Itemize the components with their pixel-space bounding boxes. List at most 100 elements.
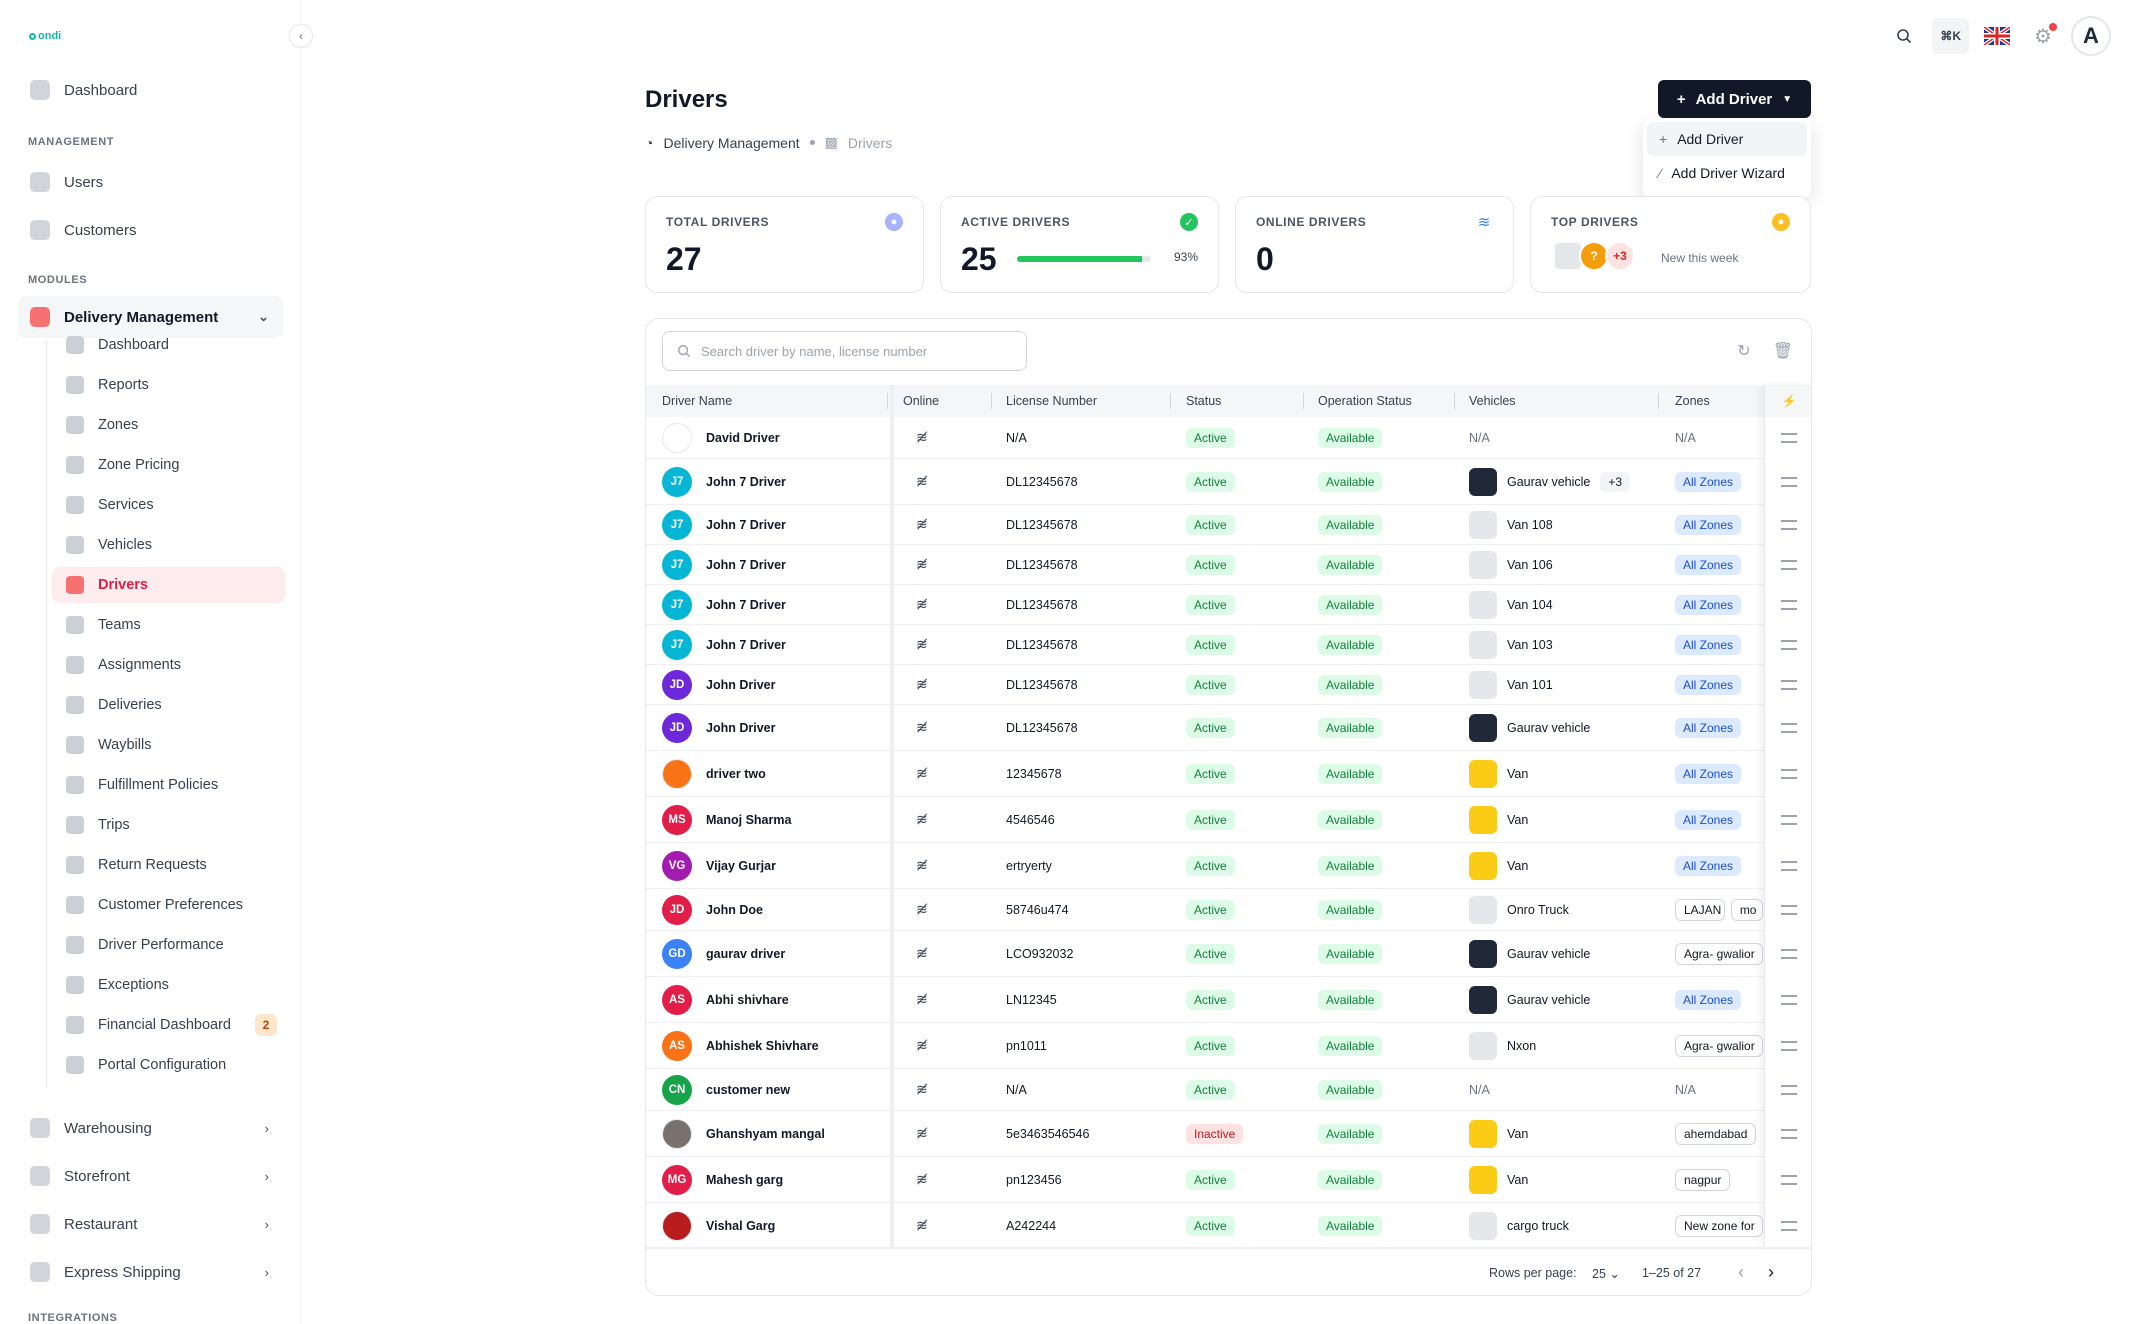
row-menu-icon[interactable] — [1781, 640, 1797, 650]
sidebar-subitem-dashboard[interactable]: Dashboard — [52, 327, 285, 363]
collapse-sidebar-button[interactable]: ‹ — [289, 24, 313, 48]
sidebar-subitem-reports[interactable]: Reports — [52, 367, 285, 403]
sidebar-subitem-vehicles[interactable]: Vehicles — [52, 527, 285, 563]
avatar[interactable]: ? — [1579, 241, 1609, 271]
vehicle-name[interactable]: Van — [1507, 766, 1529, 781]
table-row[interactable]: JD John Doe ≋̸ 58746u474 Active Available Onro… — [646, 889, 1811, 931]
driver-name[interactable]: gaurav driver — [706, 946, 786, 961]
vehicle-name[interactable]: N/A — [1469, 430, 1490, 445]
zone-badge[interactable]: All Zones — [1675, 674, 1742, 695]
zone-badge[interactable]: All Zones — [1675, 989, 1742, 1010]
table-row[interactable]: CN customer new ≋̸ N/A Active Available N/A N/A — [646, 1069, 1811, 1111]
zone-badge[interactable]: nagpur — [1675, 1168, 1731, 1191]
driver-name[interactable]: John 7 Driver — [706, 517, 786, 532]
row-menu-icon[interactable] — [1781, 1041, 1797, 1051]
vehicle-name[interactable]: Nxon — [1507, 1038, 1537, 1053]
vehicle-name[interactable]: Gaurav vehicle — [1507, 474, 1591, 489]
sidebar-subitem-drivers[interactable]: Drivers — [52, 567, 285, 603]
table-row[interactable]: AS Abhishek Shivhare ≋̸ pn1011 Active Availab… — [646, 1023, 1811, 1069]
zone-badge[interactable]: All Zones — [1675, 471, 1742, 492]
table-row[interactable]: J7 John 7 Driver ≋̸ DL12345678 Active Availab… — [646, 625, 1811, 665]
vehicle-name[interactable]: Van — [1507, 812, 1529, 827]
more-avatars[interactable]: +3 — [1605, 241, 1635, 271]
row-menu-icon[interactable] — [1781, 680, 1797, 690]
rows-per-page-select[interactable]: 25 ⌄ — [1592, 1266, 1620, 1281]
column-status[interactable]: Status — [1186, 394, 1222, 408]
zone-badge[interactable]: All Zones — [1675, 634, 1742, 655]
column-zones[interactable]: Zones — [1675, 394, 1710, 408]
zone-badge[interactable]: All Zones — [1675, 554, 1742, 575]
sidebar-item-restaurant[interactable]: Restaurant › — [18, 1204, 283, 1244]
zone-badge[interactable]: mo — [1730, 898, 1763, 921]
sidebar-subitem-zones[interactable]: Zones — [52, 407, 285, 443]
vehicle-name[interactable]: Gaurav vehicle — [1507, 992, 1591, 1007]
row-menu-icon[interactable] — [1781, 433, 1797, 443]
refresh-icon[interactable]: ↻ — [1737, 343, 1751, 360]
column-license[interactable]: License Number — [1006, 394, 1098, 408]
zone-badge[interactable]: All Zones — [1675, 763, 1742, 784]
sidebar-item-users[interactable]: Users — [18, 162, 283, 202]
vehicle-name[interactable]: Onro Truck — [1507, 902, 1569, 917]
zone-badge[interactable]: Agra- gwalior — [1675, 942, 1763, 965]
sidebar-subitem-waybills[interactable]: Waybills — [52, 727, 285, 763]
column-driver-name[interactable]: Driver Name — [662, 394, 733, 408]
sidebar-item-storefront[interactable]: Storefront › — [18, 1156, 283, 1196]
vehicle-name[interactable]: Van 101 — [1507, 677, 1553, 692]
zone-badge[interactable]: LAJAN — [1675, 898, 1725, 921]
row-menu-icon[interactable] — [1781, 1175, 1797, 1185]
driver-name[interactable]: Mahesh garg — [706, 1172, 784, 1187]
row-menu-icon[interactable] — [1781, 1129, 1797, 1139]
row-menu-icon[interactable] — [1781, 905, 1797, 915]
driver-name[interactable]: John Driver — [706, 677, 776, 692]
vehicle-name[interactable]: Van 108 — [1507, 517, 1553, 532]
add-driver-button[interactable]: + Add Driver ▼ — [1658, 80, 1811, 118]
row-menu-icon[interactable] — [1781, 600, 1797, 610]
sidebar-subitem-trips[interactable]: Trips — [52, 807, 285, 843]
zone-badge[interactable]: All Zones — [1675, 717, 1742, 738]
sidebar-subitem-exceptions[interactable]: Exceptions — [52, 967, 285, 1003]
table-row[interactable]: JD John Driver ≋̸ DL12345678 Active Available… — [646, 665, 1811, 705]
table-row[interactable]: Ghanshyam mangal ≋̸ 5e3463546546 Inactive Av… — [646, 1111, 1811, 1157]
row-menu-icon[interactable] — [1781, 861, 1797, 871]
driver-name[interactable]: John Driver — [706, 720, 776, 735]
user-avatar[interactable]: A — [2071, 16, 2111, 56]
sidebar-subitem-financial-dashboard[interactable]: Financial Dashboard 2 — [52, 1007, 285, 1043]
row-menu-icon[interactable] — [1781, 1085, 1797, 1095]
table-row[interactable]: J7 John 7 Driver ≋̸ DL12345678 Active Availab… — [646, 585, 1811, 625]
vehicle-name[interactable]: Van 103 — [1507, 637, 1553, 652]
driver-name[interactable]: John Doe — [706, 902, 763, 917]
trash-icon[interactable]: 🗑 — [1772, 343, 1793, 360]
dropdown-add-driver[interactable]: + Add Driver — [1647, 122, 1807, 156]
row-menu-icon[interactable] — [1781, 723, 1797, 733]
sidebar-subitem-zone-pricing[interactable]: Zone Pricing — [52, 447, 285, 483]
table-row[interactable]: AS Abhi shivhare ≋̸ LN12345 Active Available G… — [646, 977, 1811, 1023]
vehicle-name[interactable]: Gaurav vehicle — [1507, 946, 1591, 961]
row-menu-icon[interactable] — [1781, 949, 1797, 959]
driver-name[interactable]: Vijay Gurjar — [706, 858, 776, 873]
row-menu-icon[interactable] — [1781, 769, 1797, 779]
table-row[interactable]: J7 John 7 Driver ≋̸ DL12345678 Active Availab… — [646, 459, 1811, 505]
sidebar-subitem-fulfillment-policies[interactable]: Fulfillment Policies — [52, 767, 285, 803]
next-page-button[interactable]: › — [1768, 1262, 1774, 1282]
search-button[interactable] — [1886, 18, 1922, 54]
vehicle-name[interactable]: Gaurav vehicle — [1507, 720, 1591, 735]
pin-icon[interactable]: ⚡ — [1765, 385, 1811, 417]
sidebar-item-express-shipping[interactable]: Express Shipping › — [18, 1252, 283, 1292]
row-menu-icon[interactable] — [1781, 995, 1797, 1005]
column-online[interactable]: Online — [903, 394, 940, 408]
sidebar-group-delivery-management[interactable]: Delivery Management ⌄ — [18, 296, 283, 338]
vehicle-name[interactable]: Van — [1507, 1172, 1529, 1187]
column-operation-status[interactable]: Operation Status — [1318, 394, 1412, 408]
prev-page-button[interactable]: ‹ — [1738, 1262, 1744, 1282]
table-row[interactable]: J7 John 7 Driver ≋̸ DL12345678 Active Availab… — [646, 505, 1811, 545]
driver-name[interactable]: Manoj Sharma — [706, 812, 792, 827]
row-menu-icon[interactable] — [1781, 520, 1797, 530]
table-row[interactable]: VG Vijay Gurjar ≋̸ ertryerty Active Available… — [646, 843, 1811, 889]
vehicle-name[interactable]: cargo truck — [1507, 1218, 1569, 1233]
table-row[interactable]: MG Mahesh garg ≋̸ pn123456 Active Available Va… — [646, 1157, 1811, 1203]
row-menu-icon[interactable] — [1781, 560, 1797, 570]
sidebar-subitem-return-requests[interactable]: Return Requests — [52, 847, 285, 883]
driver-name[interactable]: Abhishek Shivhare — [706, 1038, 819, 1053]
logo[interactable]: ondi — [29, 30, 61, 42]
vehicle-name[interactable]: Van 106 — [1507, 557, 1553, 572]
